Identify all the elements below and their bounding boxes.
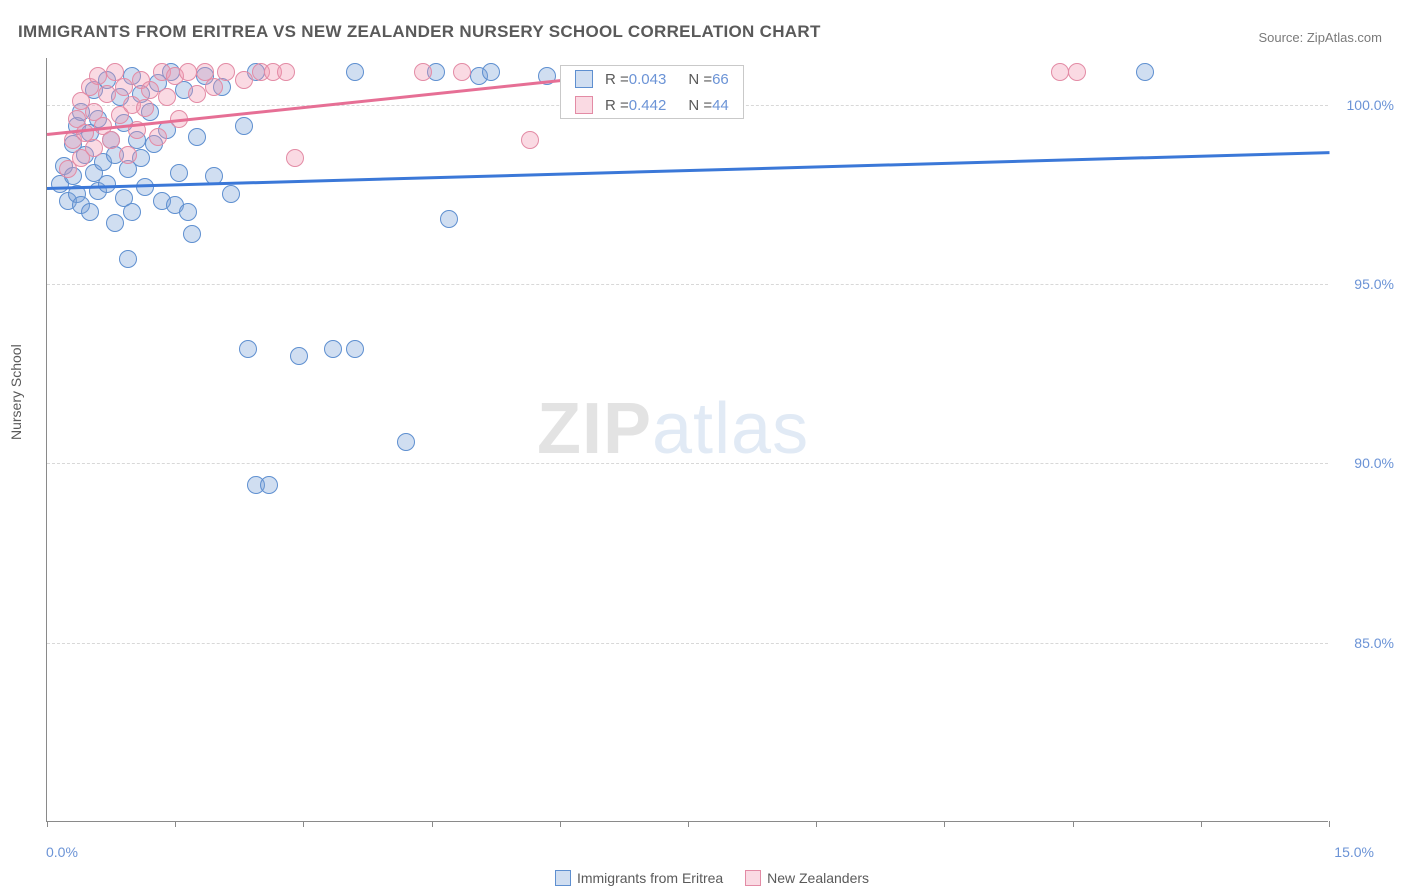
y-tick-label: 90.0%	[1334, 455, 1394, 471]
y-tick-label: 85.0%	[1334, 635, 1394, 651]
y-tick-label: 100.0%	[1334, 97, 1394, 113]
scatter-point-series-1	[414, 63, 432, 81]
scatter-point-series-1	[89, 67, 107, 85]
scatter-point-series-0	[188, 128, 206, 146]
scatter-point-series-0	[440, 210, 458, 228]
scatter-point-series-0	[397, 433, 415, 451]
x-tick	[432, 821, 433, 827]
scatter-point-series-1	[277, 63, 295, 81]
series-legend: Immigrants from Eritrea New Zealanders	[0, 870, 1406, 886]
trendline-series-0	[47, 151, 1329, 189]
scatter-point-series-0	[183, 225, 201, 243]
scatter-point-series-0	[239, 340, 257, 358]
scatter-point-series-1	[521, 131, 539, 149]
scatter-point-series-0	[1136, 63, 1154, 81]
scatter-chart: ZIPatlas	[46, 58, 1328, 822]
watermark-atlas: atlas	[652, 389, 809, 469]
x-tick	[688, 821, 689, 827]
scatter-point-series-1	[98, 85, 116, 103]
n-value: 66	[712, 71, 729, 88]
n-label: N =	[688, 71, 712, 88]
legend-swatch-series-0	[555, 870, 571, 886]
scatter-point-series-0	[324, 340, 342, 358]
stats-legend-row: R = 0.442 N = 44	[561, 92, 743, 118]
scatter-point-series-0	[136, 178, 154, 196]
legend-label-series-1: New Zealanders	[767, 870, 869, 886]
scatter-point-series-1	[158, 88, 176, 106]
x-tick	[816, 821, 817, 827]
scatter-point-series-0	[260, 476, 278, 494]
n-value: 44	[712, 97, 729, 114]
scatter-point-series-1	[136, 99, 154, 117]
n-label: N =	[688, 97, 712, 114]
scatter-point-series-1	[179, 63, 197, 81]
x-tick	[560, 821, 561, 827]
stats-legend: R = 0.043 N = 66 R = 0.442 N = 44	[560, 65, 744, 119]
scatter-point-series-0	[290, 347, 308, 365]
r-value: 0.442	[629, 97, 667, 114]
gridline	[47, 463, 1328, 464]
r-label: R =	[605, 97, 629, 114]
source-attribution: Source: ZipAtlas.com	[1258, 30, 1382, 45]
scatter-point-series-1	[453, 63, 471, 81]
scatter-point-series-1	[188, 85, 206, 103]
x-tick	[303, 821, 304, 827]
source-name: ZipAtlas.com	[1307, 30, 1382, 45]
scatter-point-series-0	[123, 203, 141, 221]
scatter-point-series-0	[235, 117, 253, 135]
stats-legend-row: R = 0.043 N = 66	[561, 66, 743, 92]
scatter-point-series-0	[346, 340, 364, 358]
watermark-zip: ZIP	[537, 389, 652, 469]
y-tick-label: 95.0%	[1334, 276, 1394, 292]
scatter-point-series-1	[286, 149, 304, 167]
scatter-point-series-0	[346, 63, 364, 81]
legend-swatch-series-1	[745, 870, 761, 886]
scatter-point-series-1	[115, 78, 133, 96]
scatter-point-series-0	[119, 250, 137, 268]
gridline	[47, 643, 1328, 644]
watermark: ZIPatlas	[537, 388, 809, 470]
scatter-point-series-1	[85, 139, 103, 157]
x-tick	[1073, 821, 1074, 827]
scatter-point-series-1	[235, 71, 253, 89]
legend-swatch-icon	[575, 70, 593, 88]
x-tick	[1201, 821, 1202, 827]
scatter-point-series-1	[217, 63, 235, 81]
scatter-point-series-0	[222, 185, 240, 203]
x-tick	[47, 821, 48, 827]
r-value: 0.043	[629, 71, 667, 88]
chart-title: IMMIGRANTS FROM ERITREA VS NEW ZEALANDER…	[18, 22, 821, 42]
scatter-point-series-0	[106, 214, 124, 232]
scatter-point-series-1	[1068, 63, 1086, 81]
x-axis-min-label: 0.0%	[46, 844, 78, 860]
scatter-point-series-0	[98, 175, 116, 193]
x-tick	[944, 821, 945, 827]
scatter-point-series-0	[482, 63, 500, 81]
scatter-point-series-1	[102, 131, 120, 149]
scatter-point-series-1	[141, 81, 159, 99]
x-tick	[1329, 821, 1330, 827]
x-axis-max-label: 15.0%	[1334, 844, 1374, 860]
source-prefix: Source:	[1258, 30, 1306, 45]
scatter-point-series-0	[179, 203, 197, 221]
gridline	[47, 284, 1328, 285]
legend-label-series-0: Immigrants from Eritrea	[577, 870, 723, 886]
scatter-point-series-0	[170, 164, 188, 182]
scatter-point-series-1	[1051, 63, 1069, 81]
scatter-point-series-1	[119, 146, 137, 164]
scatter-point-series-0	[81, 203, 99, 221]
scatter-point-series-1	[149, 128, 167, 146]
scatter-point-series-1	[205, 78, 223, 96]
x-tick	[175, 821, 176, 827]
legend-swatch-icon	[575, 96, 593, 114]
r-label: R =	[605, 71, 629, 88]
y-axis-title: Nursery School	[8, 344, 24, 440]
